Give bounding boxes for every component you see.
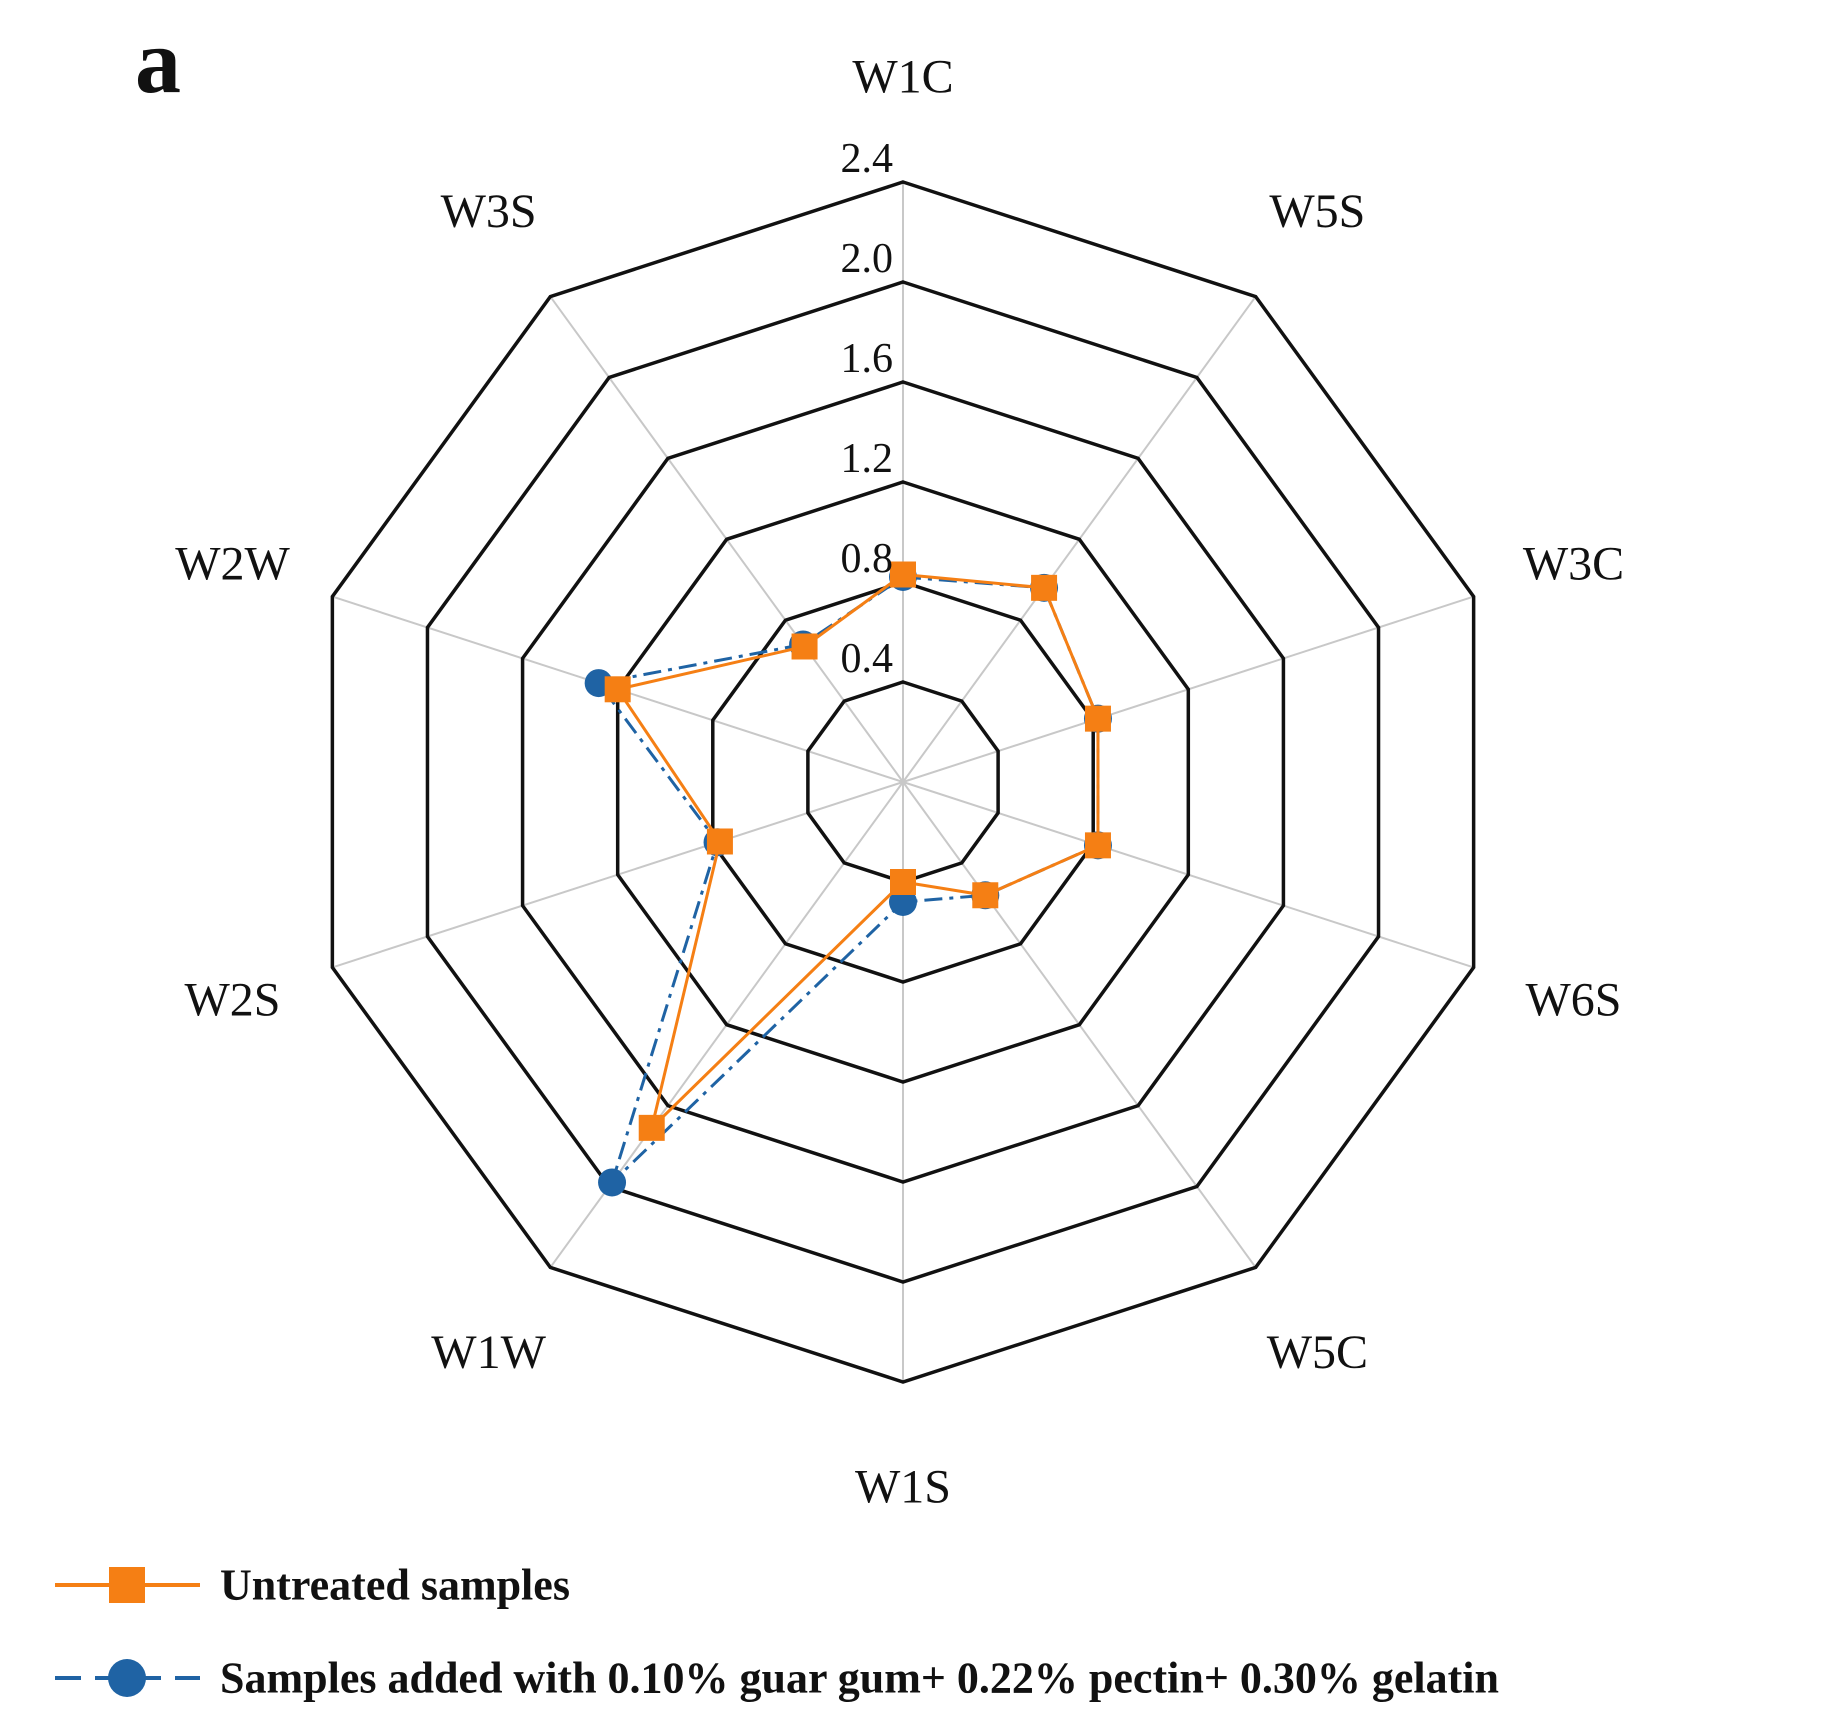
legend-item-untreated: Untreated samples [55, 1561, 570, 1610]
tick-label-1.6: 1.6 [841, 336, 894, 382]
data-point-untreated-w1w [638, 1114, 665, 1141]
legend-square-icon [109, 1567, 145, 1603]
axis-label-w5s: W5S [1269, 185, 1365, 238]
legend-label: Untreated samples [220, 1561, 570, 1610]
tick-label-0.8: 0.8 [841, 536, 894, 582]
legend-circle-icon [108, 1659, 146, 1697]
axis-label-w3s: W3S [441, 185, 537, 238]
legend: Untreated samples Samples added with 0.10… [55, 1561, 1499, 1703]
data-point-treated-w1w [598, 1168, 627, 1197]
data-point-untreated-w3s [791, 633, 818, 660]
axis-labels: W1C W5S W3C W6S W5C W1S W1W W2S W2W W3S [175, 51, 1624, 1514]
axis-label-w2s: W2S [185, 973, 281, 1026]
radial-tick-labels: 0.4 0.8 1.2 1.6 2.0 2.4 [841, 136, 894, 682]
radar-series [584, 561, 1112, 1197]
grid-ring-0.8 [711, 580, 1095, 984]
grid-ring-2.4 [330, 180, 1476, 1384]
axis-label-w5c: W5C [1267, 1326, 1368, 1379]
data-point-untreated-w6s [1084, 832, 1111, 859]
data-point-untreated-w1c [890, 561, 916, 588]
tick-label-0.4: 0.4 [841, 636, 894, 682]
grid-ring-1.2 [615, 480, 1191, 1084]
grid-ring-2.0 [425, 280, 1381, 1284]
axis-label-w6s: W6S [1525, 973, 1621, 1026]
axis-label-w3c: W3C [1523, 538, 1624, 591]
grid-ring-1.6 [520, 380, 1286, 1184]
axis-label-w1s: W1S [855, 1461, 951, 1514]
axis-label-w1w: W1W [431, 1326, 546, 1379]
tick-label-2.0: 2.0 [841, 236, 894, 282]
tick-label-1.2: 1.2 [841, 436, 894, 482]
radar-grid [330, 180, 1476, 1384]
data-point-untreated-w3c [1084, 705, 1111, 732]
axis-label-w2w: W2W [175, 538, 290, 591]
panel-label: a [135, 10, 181, 112]
legend-item-treated: Samples added with 0.10% guar gum+ 0.22%… [55, 1654, 1499, 1703]
legend-label: Samples added with 0.10% guar gum+ 0.22%… [220, 1654, 1499, 1703]
data-point-untreated-w2w [604, 676, 631, 703]
data-point-untreated-w5c [972, 882, 999, 909]
data-point-untreated-w1s [890, 869, 916, 895]
data-point-untreated-w2s [706, 828, 733, 855]
axis-label-w1c: W1C [852, 51, 953, 104]
tick-label-2.4: 2.4 [841, 136, 894, 182]
data-point-untreated-w5s [1031, 574, 1058, 601]
